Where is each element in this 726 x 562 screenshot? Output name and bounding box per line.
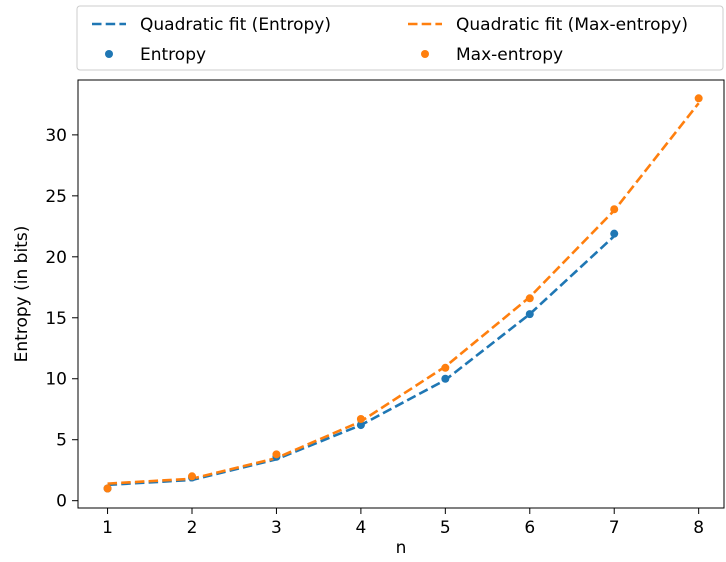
legend-frame <box>76 5 724 71</box>
legend-label: Quadratic fit (Max-entropy) <box>456 15 688 35</box>
y-tick-label: 5 <box>56 431 67 451</box>
y-axis-label: Entropy (in bits) <box>12 226 32 363</box>
x-ticks: 1 2 3 4 5 6 7 8 <box>102 508 704 538</box>
legend-label: Entropy <box>140 45 206 65</box>
data-point <box>356 414 365 423</box>
data-point <box>103 484 112 493</box>
x-tick-label: 6 <box>524 518 535 538</box>
x-tick-label: 1 <box>102 518 113 538</box>
x-tick-label: 3 <box>271 518 282 538</box>
data-point <box>610 229 619 238</box>
y-tick-label: 25 <box>45 187 67 207</box>
y-tick-label: 15 <box>45 309 67 329</box>
data-point <box>610 205 619 214</box>
y-tick-label: 0 <box>56 492 67 512</box>
y-ticks: 0 5 10 15 20 25 30 <box>45 126 78 512</box>
x-tick-label: 2 <box>187 518 198 538</box>
data-point <box>441 363 450 372</box>
legend: Quadratic fit (Entropy) Quadratic fit (Ma… <box>76 5 724 71</box>
legend-swatch <box>421 50 429 58</box>
data-point <box>356 421 365 430</box>
data-point <box>441 374 450 383</box>
x-tick-label: 7 <box>609 518 620 538</box>
series-line-3 <box>107 102 700 485</box>
axes-frame <box>77 79 725 509</box>
data-point <box>188 472 196 481</box>
legend-label: Quadratic fit (Entropy) <box>140 15 331 35</box>
x-axis-label: n <box>396 538 407 558</box>
data-point <box>272 450 281 459</box>
data-point <box>525 294 534 303</box>
series-line-1 <box>107 235 616 487</box>
data-point <box>525 310 534 319</box>
plot-area <box>103 94 703 493</box>
axes <box>77 79 725 509</box>
data-point <box>694 94 703 103</box>
legend-swatch <box>105 50 113 58</box>
y-tick-label: 30 <box>45 126 67 146</box>
x-tick-label: 4 <box>355 518 366 538</box>
legend-label: Max-entropy <box>456 45 563 65</box>
x-tick-label: 8 <box>693 518 704 538</box>
y-tick-label: 20 <box>45 248 67 268</box>
x-tick-label: 5 <box>440 518 451 538</box>
y-tick-label: 10 <box>45 370 67 390</box>
